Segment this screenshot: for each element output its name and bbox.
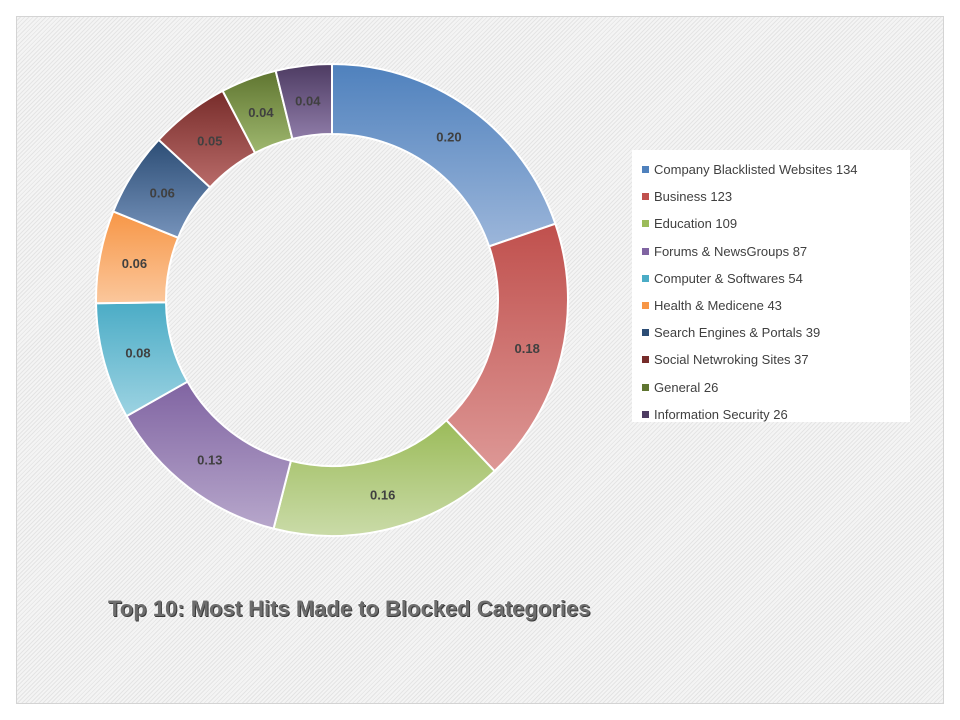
slice-value-label: 0.20 — [436, 130, 461, 145]
slice-value-label: 0.06 — [150, 185, 175, 200]
chart-legend: Company Blacklisted Websites 134 Business… — [632, 150, 910, 422]
legend-label: Company Blacklisted Websites 134 — [654, 162, 858, 177]
slice-value-label: 0.06 — [122, 256, 147, 271]
slice-value-label: 0.04 — [295, 93, 321, 108]
legend-item: General 26 — [642, 374, 910, 401]
legend-item: Forums & NewsGroups 87 — [642, 238, 910, 265]
slice-value-label: 0.04 — [248, 105, 274, 120]
slice-value-label: 0.13 — [197, 453, 222, 468]
chart-title: Top 10: Most Hits Made to Blocked Catego… — [108, 596, 591, 621]
slice-value-label: 0.16 — [370, 488, 395, 503]
legend-swatch — [642, 193, 649, 201]
legend-swatch — [642, 166, 649, 173]
donut-slice — [272, 418, 496, 537]
legend-label: Forums & NewsGroups 87 — [654, 243, 808, 259]
legend-swatch — [642, 220, 649, 228]
legend-item: Health & Medicene 43 — [642, 292, 910, 319]
legend-label: Health & Medicene 43 — [654, 297, 782, 313]
legend-item: Search Engines & Portals 39 — [642, 319, 910, 346]
legend-label: Business 123 — [654, 189, 733, 205]
slice-value-label: 0.18 — [515, 341, 540, 356]
legend-item: Computer & Softwares 54 — [642, 265, 910, 292]
slice-value-label: 0.08 — [125, 345, 150, 360]
legend-item: Business 123 — [642, 183, 910, 210]
legend-item: Company Blacklisted Websites 134 — [642, 156, 910, 183]
legend-swatch — [642, 329, 649, 337]
legend-swatch — [642, 383, 649, 391]
legend-item: Social Netwroking Sites 37 — [642, 346, 910, 373]
legend-label: Search Engines & Portals 39 — [654, 325, 821, 341]
legend-swatch — [642, 274, 649, 282]
donut-slice — [444, 222, 569, 473]
legend-swatch — [642, 247, 649, 255]
legend-item: Information Security 26 — [642, 401, 910, 428]
legend-swatch — [642, 301, 649, 309]
legend-label: General 26 — [654, 379, 719, 395]
legend-label: Computer & Softwares 54 — [654, 270, 803, 286]
legend-swatch — [642, 410, 649, 418]
legend-swatch — [642, 356, 649, 364]
donut-slice — [331, 62, 557, 248]
legend-label: Information Security 26 — [654, 406, 788, 422]
donut-slice — [274, 62, 333, 141]
legend-label: Social Netwroking Sites 37 — [654, 352, 809, 368]
legend-label: Education 109 — [654, 216, 738, 232]
legend-item: Education 109 — [642, 210, 910, 237]
slice-value-label: 0.05 — [197, 133, 222, 148]
